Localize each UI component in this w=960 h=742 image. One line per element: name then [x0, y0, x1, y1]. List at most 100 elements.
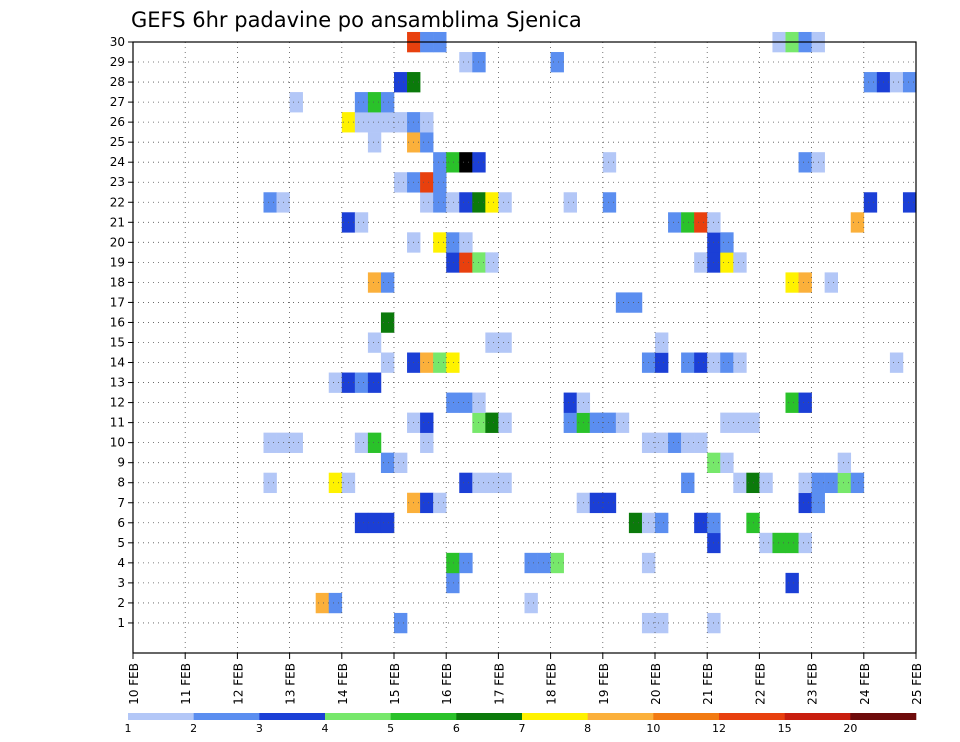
y-tick-label: 14: [110, 356, 125, 370]
y-tick-label: 12: [110, 396, 125, 410]
chart-title: GEFS 6hr padavine po ansamblima Sjenica: [131, 8, 582, 32]
precip-cell: [798, 392, 812, 413]
legend-swatch: [390, 713, 457, 720]
precip-cell: [367, 372, 382, 393]
x-tick-label: 24 FEB: [858, 663, 872, 705]
precip-cell: [550, 552, 564, 574]
precip-cell: [863, 192, 878, 213]
legend-swatch: [784, 713, 851, 720]
precip-cell: [367, 432, 382, 453]
y-tick-label: 17: [110, 295, 125, 309]
precip-cell: [720, 412, 734, 433]
precip-cell: [354, 512, 369, 534]
precip-cell: [446, 232, 460, 253]
x-tick-label: 11 FEB: [179, 663, 193, 705]
precip-cell: [655, 352, 669, 373]
precip-cell: [354, 372, 369, 393]
legend-swatch: [259, 713, 326, 720]
legend-label: 3: [256, 722, 263, 735]
y-axis: 1234567891011121314151617181920212223242…: [110, 35, 133, 630]
legend-label: 15: [778, 722, 792, 735]
precip-cell: [798, 472, 812, 494]
precip-cell: [380, 272, 395, 293]
legend-swatch: [719, 713, 785, 720]
precip-cell: [380, 112, 395, 133]
x-tick-label: 21 FEB: [701, 663, 715, 705]
precip-cell: [354, 92, 369, 113]
precip-cell: [720, 452, 734, 473]
precip-cell: [485, 252, 499, 273]
y-tick-label: 16: [110, 315, 125, 329]
precip-cell: [694, 252, 708, 273]
precip-cell: [694, 512, 708, 534]
precip-cell: [446, 352, 460, 373]
precip-cell: [263, 192, 277, 213]
y-tick-label: 27: [110, 95, 125, 109]
legend-swatch: [128, 713, 194, 720]
precip-cell: [446, 552, 460, 574]
precip-cell: [850, 212, 865, 233]
x-tick-label: 12 FEB: [231, 663, 245, 705]
legend-label: 1: [125, 722, 132, 735]
precip-cell: [589, 492, 604, 514]
precip-cell: [380, 92, 395, 113]
precip-cell: [380, 452, 395, 473]
precip-cell: [733, 412, 747, 433]
y-tick-label: 13: [110, 376, 125, 390]
precip-cell: [602, 492, 617, 514]
precip-cell: [524, 552, 538, 574]
precip-cell: [315, 592, 330, 614]
precip-cell: [459, 152, 473, 173]
x-tick-label: 18 FEB: [545, 663, 559, 705]
precip-cell: [498, 332, 512, 353]
precip-cell: [485, 332, 499, 353]
precip-cell: [367, 112, 382, 133]
precip-cell: [798, 532, 812, 554]
precip-cell: [720, 252, 734, 273]
precip-cell: [628, 512, 643, 534]
y-tick-label: 15: [110, 335, 125, 349]
precip-cell: [824, 472, 838, 494]
y-tick-label: 2: [117, 596, 125, 610]
y-tick-label: 7: [117, 496, 125, 510]
precip-cell: [655, 612, 669, 634]
precip-cell: [459, 52, 473, 73]
precip-cell: [446, 192, 460, 213]
precip-cell: [485, 472, 499, 494]
precip-cell: [889, 72, 904, 93]
y-tick-label: 4: [117, 556, 125, 570]
precip-cell: [563, 192, 577, 213]
y-tick-label: 26: [110, 115, 125, 129]
precip-cell: [420, 172, 434, 193]
x-tick-label: 25 FEB: [910, 663, 924, 705]
precip-cell: [380, 512, 395, 534]
color-legend: 1 2 3 4 5 6 7 8 10 12 15 20: [125, 713, 917, 735]
y-tick-label: 19: [110, 255, 125, 269]
precip-cell: [785, 572, 799, 594]
legend-label: 6: [453, 722, 460, 735]
plot-frame: [132, 41, 917, 654]
precip-cell: [459, 472, 473, 494]
precip-cell: [902, 72, 917, 93]
precip-cell: [354, 432, 369, 453]
precip-cell: [759, 472, 773, 494]
y-tick-label: 21: [110, 215, 125, 229]
precip-cell: [485, 412, 499, 433]
precip-cell: [328, 372, 343, 393]
y-tick-label: 28: [110, 75, 125, 89]
precip-cell: [681, 352, 695, 373]
legend-swatch: [325, 713, 391, 720]
precip-cells: [263, 31, 917, 634]
precip-cell: [537, 552, 551, 574]
precip-cell: [837, 472, 852, 494]
legend-swatch: [193, 713, 260, 720]
precip-cell: [681, 432, 695, 453]
precip-cell: [602, 192, 617, 213]
precip-cell: [394, 112, 408, 133]
precip-cell: [798, 492, 812, 514]
precip-cell: [850, 472, 865, 494]
precip-cell: [433, 192, 447, 213]
legend-swatch: [456, 713, 523, 720]
legend-label: 20: [843, 722, 857, 735]
y-tick-label: 20: [110, 235, 125, 249]
